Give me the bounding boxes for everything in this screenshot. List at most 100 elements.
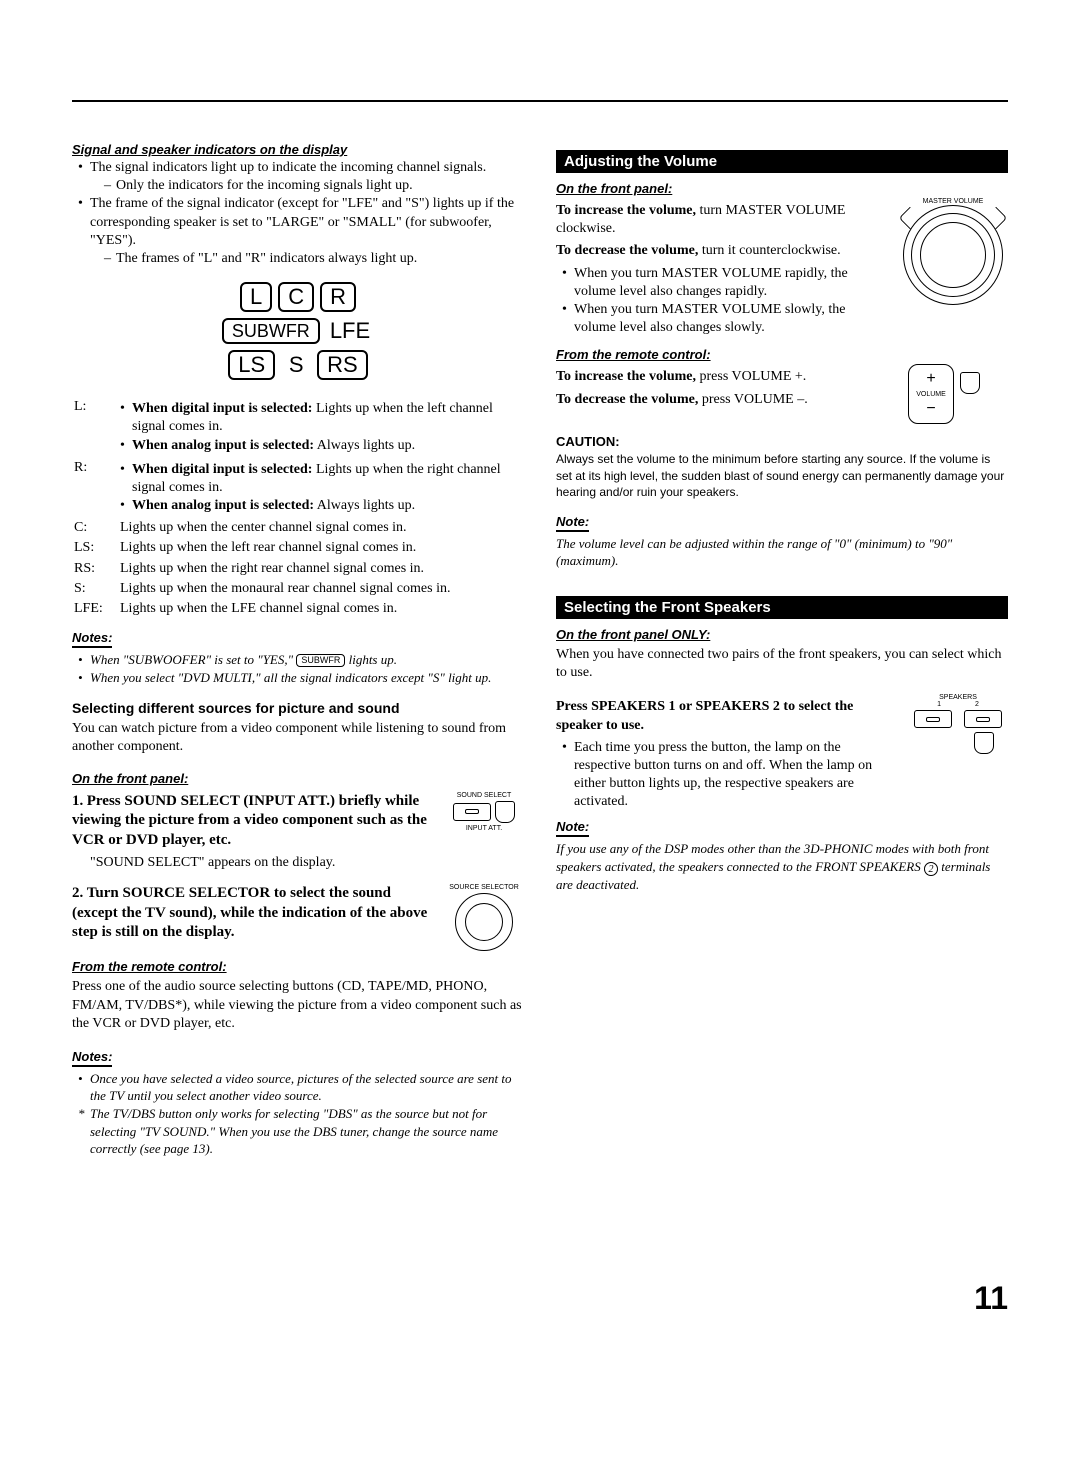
signal-bullet-2: The frame of the signal indicator (excep…	[78, 195, 524, 268]
heading-on-front-panel-2: On the front panel:	[556, 181, 1008, 196]
note-1-1-badge: SUBWFR	[296, 654, 345, 667]
dec-remote-rest: press VOLUME –.	[698, 392, 807, 407]
note-heading-1: Note:	[556, 514, 589, 529]
def-R-key: R:	[74, 459, 118, 518]
volume-remote-block: To increase the volume, press VOLUME +. …	[556, 364, 1008, 424]
indicator-R: R	[320, 282, 356, 312]
note-body-1: The volume level can be adjusted within …	[556, 535, 1008, 570]
indicator-RS: RS	[317, 350, 368, 380]
volume-panel-block: To increase the volume, turn MASTER VOLU…	[556, 198, 1008, 339]
sound-select-button-icon: SOUND SELECT INPUT ATT.	[444, 792, 524, 877]
heading-on-front-panel-1: On the front panel:	[72, 771, 524, 786]
banner-selecting-front-speakers: Selecting the Front Speakers	[556, 596, 1008, 619]
signal-bullet-list: The signal indicators light up to indica…	[72, 159, 524, 268]
signal-bullet-1: The signal indicators light up to indica…	[78, 159, 524, 195]
def-C-key: C:	[74, 519, 118, 537]
source-selector-knob-icon: SOURCE SELECTOR	[444, 884, 524, 951]
def-R-l2t: Always lights up.	[314, 498, 415, 513]
def-R-val: When digital input is selected: Lights u…	[120, 459, 522, 518]
note-heading-2: Note:	[556, 819, 589, 834]
step-2-num: 2.	[72, 885, 83, 901]
step-1-bold: Press SOUND SELECT (INPUT ATT.) briefly …	[72, 793, 427, 848]
heading-from-remote-1: From the remote control:	[72, 959, 524, 974]
def-L-val: When digital input is selected: Lights u…	[120, 398, 522, 457]
note-body-2: If you use any of the DSP modes other th…	[556, 840, 1008, 893]
hand-icon	[495, 801, 515, 823]
hand-icon-2	[960, 372, 980, 394]
left-column: Signal and speaker indicators on the dis…	[72, 142, 524, 1160]
notes-list-2: Once you have selected a video source, p…	[72, 1070, 524, 1158]
speaker-indicator-diagram: L C R SUBWFR LFE LS S RS	[72, 278, 524, 384]
volume-rocker-label: VOLUME	[916, 391, 946, 398]
volume-rocker: + VOLUME −	[908, 364, 954, 424]
sel-front-body: When you have connected two pairs of the…	[556, 646, 1008, 682]
def-L-l2t: Always lights up.	[314, 438, 415, 453]
step-1-num: 1.	[72, 793, 83, 809]
def-LS-val: Lights up when the left rear channel sig…	[120, 539, 522, 557]
step-1-after: "SOUND SELECT" appears on the display.	[90, 854, 430, 872]
note-1-1-post: lights up.	[345, 652, 397, 667]
def-LFE-val: Lights up when the LFE channel signal co…	[120, 600, 522, 618]
notes-heading-1: Notes:	[72, 630, 112, 645]
speakers-label: SPEAKERS	[939, 694, 977, 701]
hand-icon-3	[974, 732, 994, 754]
right-column: Adjusting the Volume On the front panel:…	[556, 142, 1008, 1160]
banner-adjusting-volume: Adjusting the Volume	[556, 150, 1008, 173]
notes-heading-2: Notes:	[72, 1049, 112, 1064]
heading-on-front-panel-only: On the front panel ONLY:	[556, 627, 1008, 642]
note-1-1: When "SUBWOOFER" is set to "YES," SUBWFR…	[78, 651, 524, 669]
press-speakers-bold: Press SPEAKERS 1 or SPEAKERS 2 to select…	[556, 699, 853, 732]
speakers-2-label: 2	[975, 701, 979, 708]
minus-icon: −	[926, 401, 935, 417]
sound-select-label-top: SOUND SELECT	[457, 792, 511, 799]
inc-remote-rest: press VOLUME +.	[696, 369, 806, 384]
def-L-l2b: When analog input is selected:	[132, 438, 314, 453]
sound-select-label-bottom: INPUT ATT.	[466, 825, 502, 832]
note-2-2: The TV/DBS button only works for selecti…	[78, 1105, 524, 1158]
master-volume-knob	[903, 205, 1003, 305]
step-1: 1. Press SOUND SELECT (INPUT ATT.) brief…	[72, 792, 524, 877]
heading-select-diff-sources: Selecting different sources for picture …	[72, 700, 524, 716]
signal-dash-2: The frames of "L" and "R" indicators alw…	[104, 250, 524, 268]
select-diff-body: You can watch picture from a video compo…	[72, 720, 524, 756]
volume-remote-icon: + VOLUME −	[908, 364, 1008, 424]
speakers-buttons-icon: SPEAKERS 1 2	[908, 694, 1008, 754]
sound-select-button-rect	[453, 803, 491, 821]
vol-bullet-1: When you turn MASTER VOLUME rapidly, the…	[562, 265, 884, 301]
speakers-2-button	[964, 710, 1002, 728]
plus-icon: +	[926, 371, 935, 387]
top-rule	[72, 100, 1008, 102]
vol-bullets: When you turn MASTER VOLUME rapidly, the…	[556, 265, 884, 338]
indicator-SUBWFR: SUBWFR	[222, 318, 320, 344]
indicator-LS: LS	[228, 350, 275, 380]
speakers-1-button	[914, 710, 952, 728]
press-speakers-bullet: Each time you press the button, the lamp…	[562, 739, 894, 812]
def-LFE-key: LFE:	[74, 600, 118, 618]
arrow-ccw-icon	[899, 207, 922, 230]
dec-remote-bold: To decrease the volume,	[556, 392, 698, 407]
speakers-1-label: 1	[937, 701, 941, 708]
page-number: 11	[72, 1280, 1008, 1317]
def-LS-key: LS:	[74, 539, 118, 557]
step-2-bold: Turn SOURCE SELECTOR to select the sound…	[72, 885, 427, 940]
heading-signal-indicators: Signal and speaker indicators on the dis…	[72, 142, 524, 157]
def-R-l2b: When analog input is selected:	[132, 498, 314, 513]
note-body-2-circ: 2	[924, 862, 938, 876]
signal-dash-1: Only the indicators for the incoming sig…	[104, 177, 524, 195]
indicator-LFE: LFE	[326, 316, 374, 346]
indicator-S: S	[281, 350, 311, 380]
def-R-l1b: When digital input is selected:	[132, 462, 312, 477]
heading-from-remote-2: From the remote control:	[556, 347, 1008, 362]
arrow-cw-icon	[985, 207, 1008, 230]
inc-remote-bold: To increase the volume,	[556, 369, 696, 384]
remote-body-1: Press one of the audio source selecting …	[72, 978, 524, 1033]
indicator-definitions: L: When digital input is selected: Light…	[72, 396, 524, 620]
def-S-key: S:	[74, 580, 118, 598]
indicator-C: C	[278, 282, 314, 312]
vol-bullet-2: When you turn MASTER VOLUME slowly, the …	[562, 301, 884, 337]
dec-vol-bold: To decrease the volume,	[556, 243, 698, 258]
signal-bullet-1-text: The signal indicators light up to indica…	[90, 160, 486, 175]
source-selector-label: SOURCE SELECTOR	[449, 884, 519, 891]
note-1-1-pre: When "SUBWOOFER" is set to "YES,"	[90, 652, 296, 667]
indicator-L: L	[240, 282, 272, 312]
